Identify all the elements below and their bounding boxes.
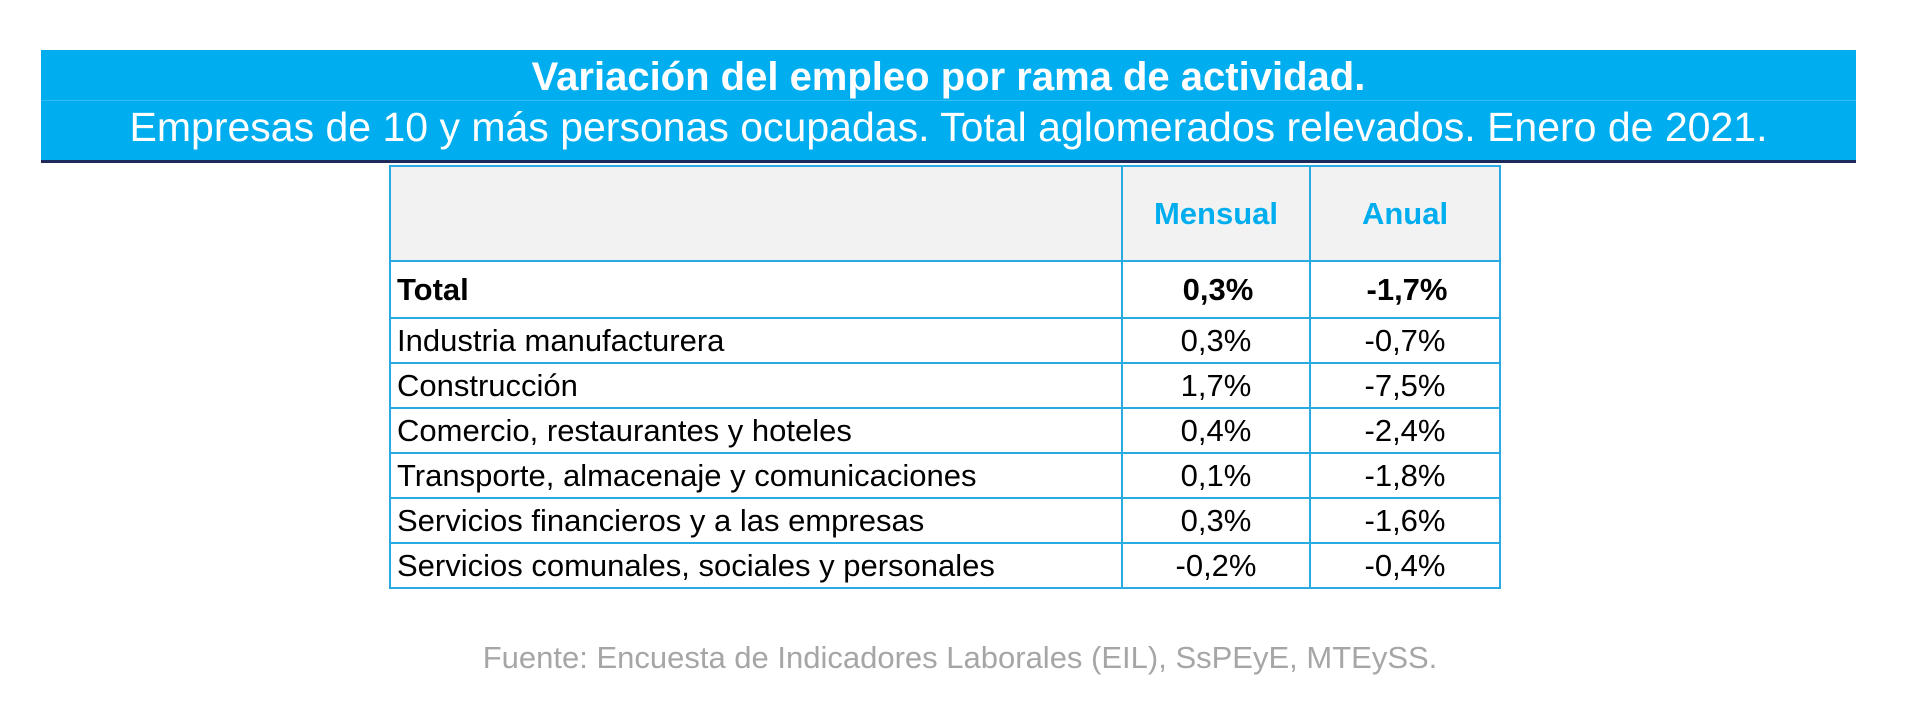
row-anual-value: -1,6% — [1309, 497, 1501, 544]
row-anual-value: -0,4% — [1309, 542, 1501, 589]
table-row: Servicios comunales, sociales y personal… — [389, 542, 1501, 589]
table-row: Transporte, almacenaje y comunicaciones 0… — [389, 452, 1501, 499]
header-blank-cell — [389, 165, 1123, 262]
table-row: Industria manufacturera 0,3% -0,7% — [389, 317, 1501, 364]
row-anual-value: -1,7% — [1309, 260, 1501, 319]
employment-table: Mensual Anual Total 0,3% -1,7% Industria ma… — [389, 165, 1501, 589]
table-subtitle: Empresas de 10 y más personas ocupadas. … — [129, 104, 1768, 150]
row-label: Industria manufacturera — [389, 317, 1123, 364]
source-note: Fuente: Encuesta de Indicadores Laborale… — [482, 640, 1438, 675]
row-mensual-value: 0,3% — [1121, 497, 1311, 544]
row-mensual-value: 0,1% — [1121, 452, 1311, 499]
row-anual-value: -0,7% — [1309, 317, 1501, 364]
row-mensual-value: 0,4% — [1121, 407, 1311, 454]
table-row: Total 0,3% -1,7% — [389, 260, 1501, 319]
table-header-row: Mensual Anual — [389, 165, 1501, 262]
row-label: Total — [389, 260, 1123, 319]
table-title: Variación del empleo por rama de activid… — [531, 55, 1366, 99]
row-label: Servicios financieros y a las empresas — [389, 497, 1123, 544]
row-mensual-value: 1,7% — [1121, 362, 1311, 409]
banner-divider — [41, 100, 1856, 101]
table-row: Servicios financieros y a las empresas 0,… — [389, 497, 1501, 544]
row-label: Servicios comunales, sociales y personal… — [389, 542, 1123, 589]
row-anual-value: -1,8% — [1309, 452, 1501, 499]
header-anual: Anual — [1309, 165, 1501, 262]
row-label: Transporte, almacenaje y comunicaciones — [389, 452, 1123, 499]
row-label: Comercio, restaurantes y hoteles — [389, 407, 1123, 454]
title-banner: Variación del empleo por rama de activid… — [41, 50, 1856, 163]
table-row: Comercio, restaurantes y hoteles 0,4% -2,4… — [389, 407, 1501, 454]
row-mensual-value: -0,2% — [1121, 542, 1311, 589]
row-mensual-value: 0,3% — [1121, 260, 1311, 319]
row-anual-value: -7,5% — [1309, 362, 1501, 409]
row-label: Construcción — [389, 362, 1123, 409]
table-row: Construcción 1,7% -7,5% — [389, 362, 1501, 409]
header-mensual: Mensual — [1121, 165, 1311, 262]
row-mensual-value: 0,3% — [1121, 317, 1311, 364]
row-anual-value: -2,4% — [1309, 407, 1501, 454]
